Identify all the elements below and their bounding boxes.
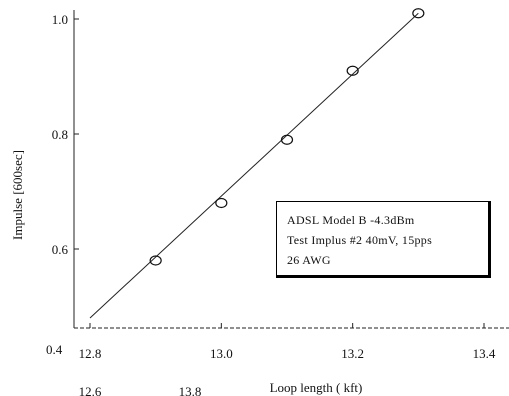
legend: ADSL Model B -4.3dBm Test Implus #2 40mV… <box>276 201 491 278</box>
x-axis-title: Loop length ( kft) <box>270 380 363 395</box>
stray-y-label: 0.4 <box>46 342 63 357</box>
data-point <box>149 255 162 266</box>
y-tick-label: 1.0 <box>52 12 68 27</box>
fit-line <box>89 12 419 319</box>
y-tick-label: 0.8 <box>52 127 68 142</box>
y-axis-title: Impulse [600sec] <box>10 150 25 240</box>
y-tick-label: 0.6 <box>52 242 69 257</box>
stray-x-label-2: 13.8 <box>179 384 202 396</box>
stray-x-label-1: 12.6 <box>79 384 102 396</box>
data-point <box>412 8 425 19</box>
x-tick-label: 13.4 <box>473 346 496 361</box>
data-point <box>280 134 294 145</box>
data-point <box>215 197 228 209</box>
x-tick-label: 12.8 <box>79 346 102 361</box>
legend-line-1: ADSL Model B -4.3dBm <box>287 213 415 227</box>
legend-line-2: Test Implus #2 40mV, 15pps <box>287 233 433 247</box>
x-tick-label: 13.0 <box>210 346 233 361</box>
x-tick-label: 13.2 <box>341 346 364 361</box>
chart-labels: Impulse [600sec] Loop length ( kft) 0.4 … <box>10 150 362 396</box>
axes: 12.8 13.0 13.2 13.4 0.6 0.8 1.0 <box>52 10 509 361</box>
data-point <box>346 65 359 76</box>
chart-marks <box>89 8 425 319</box>
legend-line-3: 26 AWG <box>287 253 331 267</box>
